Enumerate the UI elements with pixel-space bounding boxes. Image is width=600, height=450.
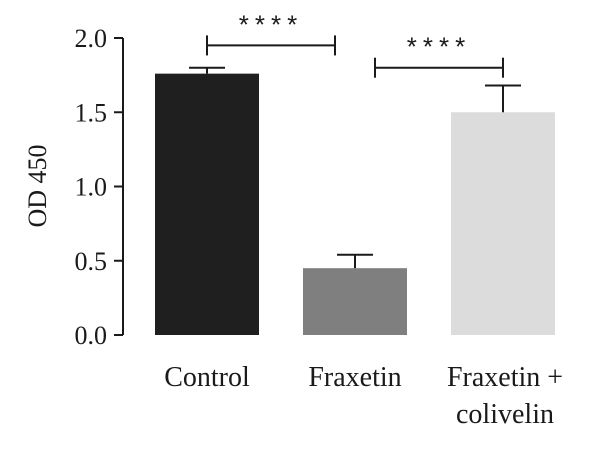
bar-3 <box>451 112 555 335</box>
bar-2 <box>303 268 407 335</box>
significance-label-2: **** <box>407 32 471 62</box>
y-tick-label-1: 0.5 <box>75 247 108 276</box>
y-tick-label-2: 1.0 <box>75 173 108 202</box>
significance-layer: **** **** <box>206 9 504 78</box>
x-tick-label-2: Fraxetin <box>308 362 401 393</box>
y-axis: 0.0 0.5 1.0 1.5 2.0 <box>75 24 124 350</box>
y-axis-label: OD 450 <box>23 144 52 227</box>
y-tick-label-3: 1.5 <box>75 98 108 127</box>
x-axis-labels: Control Fraxetin Fraxetin + colivelin <box>164 362 563 430</box>
y-tick-label-0: 0.0 <box>75 321 108 350</box>
x-tick-label-3-line-1: Fraxetin + <box>447 362 563 393</box>
significance-label-1: **** <box>239 9 303 39</box>
x-tick-label-1: Control <box>164 362 250 393</box>
bars-layer <box>155 73 555 335</box>
y-tick-label-4: 2.0 <box>75 24 108 53</box>
x-tick-label-3-line-2: colivelin <box>456 399 554 430</box>
error-bars-layer <box>189 66 521 269</box>
bar-1 <box>155 73 259 335</box>
